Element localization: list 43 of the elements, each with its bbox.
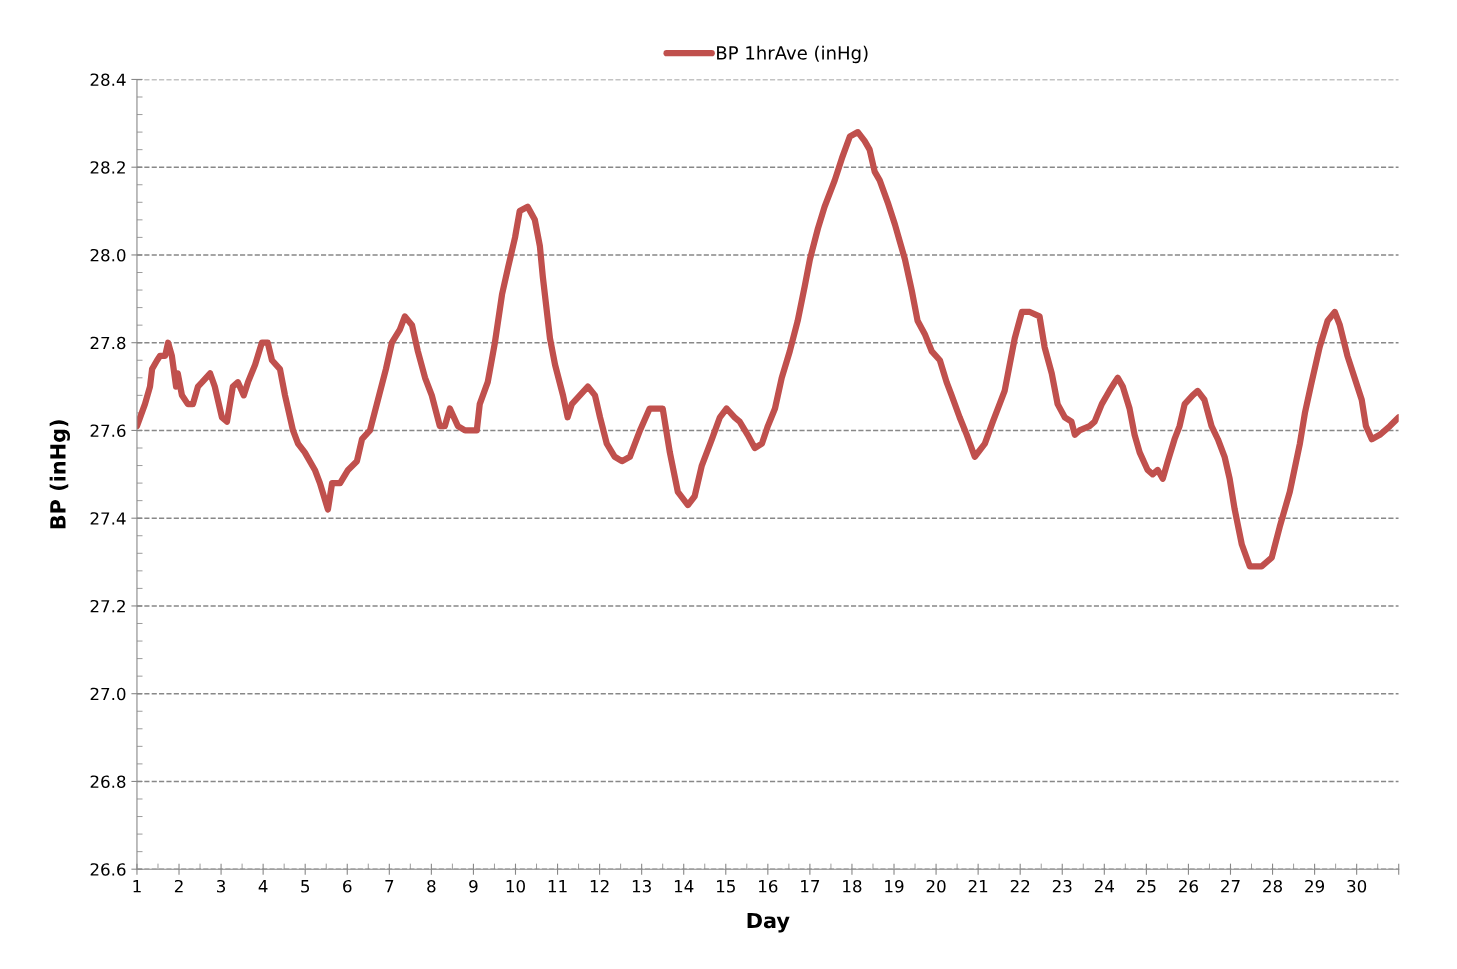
x-tick-label: 16 bbox=[759, 879, 778, 893]
y-tick-label: 26.8 bbox=[90, 775, 126, 789]
y-tick-label: 26.6 bbox=[90, 863, 126, 876]
x-tick-label: 26 bbox=[1179, 879, 1198, 893]
x-tick-label: 30 bbox=[1347, 879, 1367, 893]
x-tick-label: 10 bbox=[506, 879, 525, 893]
x-tick-label: 20 bbox=[926, 879, 946, 893]
x-tick-label: 4 bbox=[258, 880, 268, 893]
x-tick-label: 19 bbox=[885, 879, 904, 893]
x-tick-label: 13 bbox=[632, 879, 651, 893]
x-tick-label: 23 bbox=[1052, 879, 1072, 893]
x-axis-title: Day bbox=[747, 912, 790, 933]
x-tick-label: 14 bbox=[674, 880, 694, 893]
x-tick-label: 18 bbox=[843, 879, 862, 893]
x-tick-label: 8 bbox=[427, 879, 436, 893]
x-tick-label: 15 bbox=[717, 880, 735, 893]
legend-label: BP 1hrAve (inHg) bbox=[717, 45, 868, 64]
x-tick-label: 9 bbox=[469, 879, 478, 893]
y-tick-label: 28.2 bbox=[90, 161, 125, 174]
x-tick-label: 11 bbox=[548, 880, 567, 893]
x-tick-label: 25 bbox=[1136, 879, 1156, 893]
x-tick-label: 27 bbox=[1221, 879, 1240, 893]
x-tick-label: 7 bbox=[385, 880, 394, 893]
x-tick-label: 24 bbox=[1094, 879, 1114, 893]
x-tick-label: 12 bbox=[590, 879, 609, 893]
y-tick-label: 28.0 bbox=[90, 248, 126, 262]
y-axis-title: BP (inHg) bbox=[49, 420, 70, 529]
y-tick-label: 28.4 bbox=[90, 73, 126, 87]
y-tick-label: 27.6 bbox=[90, 424, 126, 438]
x-tick-label: 2 bbox=[174, 879, 183, 893]
x-tick-label: 29 bbox=[1305, 879, 1325, 893]
x-tick-label: 17 bbox=[801, 880, 820, 893]
x-tick-label: 1 bbox=[133, 880, 141, 893]
y-tick-label: 27.0 bbox=[90, 687, 126, 701]
y-tick-label: 27.8 bbox=[90, 336, 126, 350]
x-tick-label: 3 bbox=[217, 879, 226, 893]
y-tick-label: 27.4 bbox=[90, 512, 126, 525]
x-tick-label: 28 bbox=[1263, 879, 1283, 893]
y-tick-label: 27.2 bbox=[90, 599, 125, 613]
x-tick-label: 22 bbox=[1010, 879, 1030, 893]
x-tick-label: 6 bbox=[343, 879, 352, 893]
x-tick-label: 5 bbox=[301, 880, 310, 893]
x-tick-label: 21 bbox=[968, 879, 988, 893]
